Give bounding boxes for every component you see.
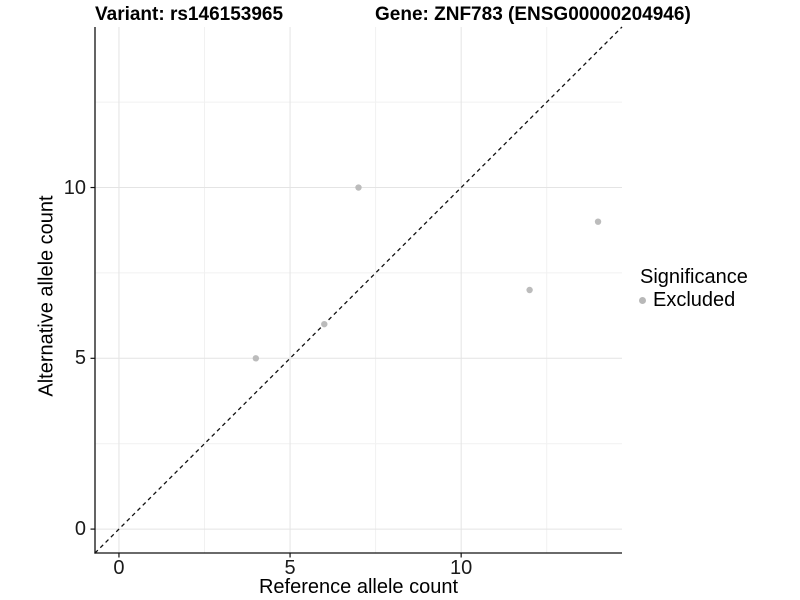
data-point (252, 355, 260, 362)
x-tick-label: 0 (113, 557, 125, 579)
legend-item-label: Excluded (653, 289, 736, 311)
y-tick-label: 5 (74, 347, 86, 370)
legend-key-dot-icon (639, 296, 646, 304)
gene-title: Gene: ZNF783 (ENSG00000204946) (375, 4, 691, 25)
data-point (526, 286, 533, 294)
x-axis-title: Reference allele count (258, 576, 458, 598)
identity-dashed-line (94, 26, 623, 554)
legend-title: Significance (640, 266, 748, 288)
legend: Significance Excluded (639, 266, 748, 310)
data-point (594, 218, 602, 225)
y-tick-label: 10 (63, 176, 86, 199)
data-point (355, 184, 362, 191)
y-tick-label: 0 (74, 518, 86, 541)
variant-title: Variant: rs146153965 (95, 4, 284, 25)
x-tick-label: 10 (450, 557, 473, 579)
data-point (321, 320, 328, 328)
y-axis-title: Alternative allele count (35, 195, 58, 397)
x-tick-label: 5 (284, 557, 296, 579)
legend-item-excluded: Excluded (639, 290, 748, 310)
